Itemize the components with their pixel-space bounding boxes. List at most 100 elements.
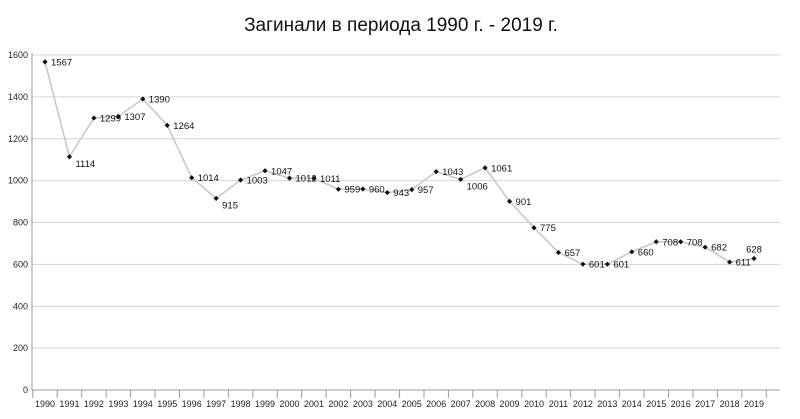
x-tick-label-2003: 2003 bbox=[353, 399, 373, 409]
x-tick-label-2010: 2010 bbox=[524, 399, 544, 409]
x-tick-label-1998: 1998 bbox=[231, 399, 251, 409]
x-tick-label-1993: 1993 bbox=[108, 399, 128, 409]
data-point-1996 bbox=[189, 175, 195, 181]
x-tick-label-2008: 2008 bbox=[475, 399, 495, 409]
data-label-2014: 660 bbox=[638, 247, 654, 258]
data-label-2019: 628 bbox=[746, 245, 762, 256]
data-point-1999 bbox=[262, 168, 268, 174]
x-tick-label-2005: 2005 bbox=[402, 399, 422, 409]
data-point-2004 bbox=[384, 189, 390, 196]
y-tick-label-1400: 1400 bbox=[8, 92, 28, 102]
data-label-1996: 1014 bbox=[198, 173, 219, 184]
y-tick-label-1000: 1000 bbox=[8, 176, 28, 186]
x-tick-label-1995: 1995 bbox=[157, 399, 177, 409]
data-points bbox=[42, 59, 757, 267]
data-label-1990: 1567 bbox=[51, 57, 72, 68]
y-tick-label-600: 600 bbox=[13, 259, 28, 269]
data-label-2018: 611 bbox=[736, 258, 751, 269]
data-label-2001: 1011 bbox=[320, 174, 340, 185]
data-label-2000: 1012 bbox=[296, 174, 317, 185]
x-tick-label-2006: 2006 bbox=[426, 399, 446, 409]
data-label-1993: 1307 bbox=[124, 112, 145, 123]
x-tick-label-2018: 2018 bbox=[720, 399, 740, 409]
y-tick-label-0: 0 bbox=[23, 385, 28, 395]
data-label-1992: 1299 bbox=[100, 114, 121, 125]
data-point-1990 bbox=[42, 59, 48, 65]
y-tick-label-200: 200 bbox=[13, 343, 28, 353]
data-point-1997 bbox=[213, 195, 219, 202]
x-tick-label-2014: 2014 bbox=[622, 399, 642, 409]
data-point-2003 bbox=[360, 186, 366, 192]
x-tick-label-1994: 1994 bbox=[133, 399, 153, 409]
data-point-1998 bbox=[238, 177, 244, 183]
data-label-2008: 1061 bbox=[491, 163, 512, 174]
data-label-2002: 959 bbox=[344, 185, 360, 196]
axes bbox=[31, 53, 780, 398]
x-tick-label-1996: 1996 bbox=[182, 399, 202, 409]
data-label-2015: 708 bbox=[662, 237, 678, 248]
data-point-1991 bbox=[66, 154, 73, 160]
x-tick-label-2002: 2002 bbox=[328, 399, 348, 409]
data-point-1993 bbox=[115, 113, 121, 119]
data-point-2002 bbox=[335, 186, 341, 192]
x-tick-label-1997: 1997 bbox=[206, 399, 226, 409]
x-tick-label-2019: 2019 bbox=[744, 399, 764, 409]
data-point-2015 bbox=[653, 239, 659, 245]
x-tick-label-2016: 2016 bbox=[671, 399, 691, 409]
data-label-2012: 601 bbox=[589, 260, 605, 271]
x-tick-label-1992: 1992 bbox=[84, 399, 104, 409]
y-tick-label-800: 800 bbox=[13, 218, 28, 228]
data-point-2013 bbox=[604, 261, 610, 267]
x-tick-label-2012: 2012 bbox=[573, 399, 593, 409]
data-label-1995: 1264 bbox=[173, 121, 194, 132]
data-label-2003: 960 bbox=[369, 185, 385, 196]
y-axis-ticks: 0 200 400 600 800 1000 1200 1400 1600 bbox=[8, 50, 28, 395]
data-label-2013: 601 bbox=[613, 260, 629, 271]
x-tick-label-2009: 2009 bbox=[500, 399, 520, 409]
data-label-2017: 682 bbox=[711, 243, 727, 254]
data-point-2012 bbox=[580, 261, 586, 267]
data-point-2017 bbox=[702, 244, 708, 250]
data-label-2004: 943 bbox=[393, 188, 409, 199]
data-point-2005 bbox=[409, 187, 415, 193]
x-tick-label-2015: 2015 bbox=[646, 399, 666, 409]
data-label-2011: 657 bbox=[564, 248, 580, 259]
x-tick-label-2011: 2011 bbox=[549, 399, 568, 409]
data-label-2016: 708 bbox=[687, 237, 703, 248]
chart-title: Загинали в периода 1990 г. - 2019 г. bbox=[244, 15, 558, 36]
data-point-1994 bbox=[140, 96, 146, 102]
x-tick-label-2007: 2007 bbox=[451, 399, 471, 409]
data-point-2007 bbox=[458, 176, 464, 182]
data-point-2018 bbox=[727, 259, 733, 265]
data-label-2007: 1006 bbox=[467, 181, 488, 192]
data-point-2006 bbox=[433, 169, 439, 175]
x-tick-label-1999: 1999 bbox=[255, 399, 275, 409]
y-tick-label-1600: 1600 bbox=[8, 50, 28, 60]
x-tick-label-2000: 2000 bbox=[279, 399, 299, 409]
x-axis-ticks: 1990 1991 1992 1993 1994 1995 1996 1997 1998 1999… bbox=[35, 399, 764, 409]
data-point-1992 bbox=[91, 115, 97, 121]
data-point-2000 bbox=[286, 175, 293, 181]
data-point-2016 bbox=[678, 239, 684, 245]
data-label-1997: 915 bbox=[222, 200, 238, 211]
data-point-2011 bbox=[555, 249, 562, 256]
x-tick-label-2001: 2001 bbox=[304, 399, 324, 409]
series-line bbox=[44, 61, 755, 265]
data-label-2005: 957 bbox=[418, 185, 434, 196]
data-label-1999: 1047 bbox=[271, 166, 292, 177]
data-point-2014 bbox=[629, 249, 635, 255]
data-label-1998: 1003 bbox=[247, 175, 268, 186]
data-point-2001 bbox=[311, 175, 317, 181]
data-point-2019 bbox=[751, 255, 757, 262]
data-point-2008 bbox=[482, 165, 488, 171]
y-tick-label-1200: 1200 bbox=[8, 134, 28, 144]
x-tick-label-2017: 2017 bbox=[695, 399, 715, 409]
data-label-2006: 1043 bbox=[442, 167, 463, 178]
data-label-1994: 1390 bbox=[149, 94, 170, 105]
data-point-1995 bbox=[164, 122, 170, 128]
x-tick-label-1990: 1990 bbox=[35, 399, 55, 409]
x-tick-label-1991: 1991 bbox=[59, 399, 79, 409]
data-label-2009: 901 bbox=[516, 197, 532, 208]
